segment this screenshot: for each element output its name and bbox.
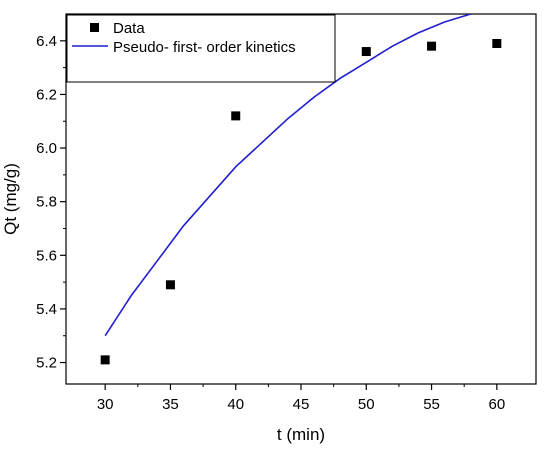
legend: Data Pseudo- first- order kinetics xyxy=(66,14,336,83)
axis-tick-labels: 30 35 40 45 50 55 60 5.2 5.4 5.6 5.8 6.0 6.2 6.4 xyxy=(36,33,505,413)
y-tick-label: 5.6 xyxy=(36,247,57,264)
legend-marker-data xyxy=(90,23,99,32)
y-tick-label: 5.2 xyxy=(36,355,57,372)
y-tick-label: 5.4 xyxy=(36,301,57,318)
data-point xyxy=(231,111,241,121)
fit-curve-line xyxy=(104,14,471,337)
y-tick-label: 6.2 xyxy=(36,86,57,103)
series-layer xyxy=(100,14,502,365)
x-tick-label: 55 xyxy=(423,396,440,413)
x-tick-label: 45 xyxy=(293,396,310,413)
x-tick-label: 30 xyxy=(97,396,114,413)
y-tick-label: 6.4 xyxy=(36,33,57,50)
data-point xyxy=(165,280,175,290)
x-tick-label: 35 xyxy=(162,396,179,413)
legend-label-fit: Pseudo- first- order kinetics xyxy=(113,39,296,56)
legend-label-data: Data xyxy=(113,20,145,37)
data-point xyxy=(492,38,502,48)
data-point xyxy=(361,47,371,57)
data-point xyxy=(100,355,110,365)
y-tick-label: 5.8 xyxy=(36,194,57,211)
axis-ticks xyxy=(60,40,498,390)
y-tick-label: 6.0 xyxy=(36,140,57,157)
data-point xyxy=(427,41,437,51)
x-tick-label: 40 xyxy=(227,396,244,413)
x-axis-title: t (min) xyxy=(277,425,325,444)
x-tick-label: 60 xyxy=(488,396,505,413)
x-tick-label: 50 xyxy=(358,396,375,413)
legend-box xyxy=(66,14,336,83)
y-axis-title: Qt (mg/g) xyxy=(1,163,20,235)
